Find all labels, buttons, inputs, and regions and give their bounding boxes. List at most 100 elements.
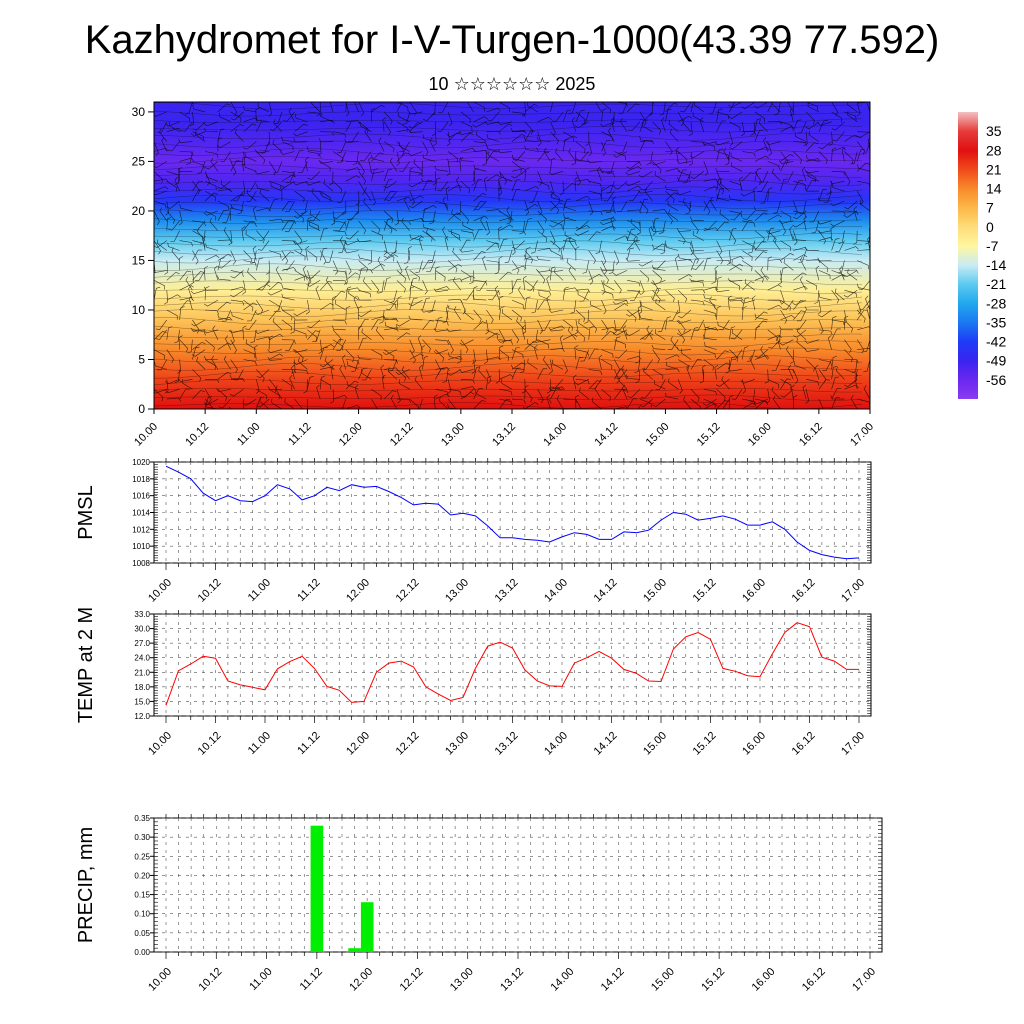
wind-barb — [676, 227, 692, 232]
wind-barb — [651, 264, 666, 271]
wind-barb — [460, 275, 476, 281]
wind-barb — [179, 284, 194, 291]
wind-barb — [357, 309, 372, 318]
wind-barb — [345, 349, 355, 363]
wind-barb — [614, 369, 620, 384]
wind-barb — [548, 327, 564, 332]
wind-barb — [268, 282, 283, 291]
wind-barb — [345, 230, 359, 240]
wind-barb — [484, 349, 488, 364]
wind-barb — [346, 380, 359, 390]
wind-barb — [154, 286, 161, 301]
wind-barb — [307, 171, 321, 180]
wind-barb — [217, 388, 228, 402]
wind-barb — [830, 395, 845, 400]
wind-barb — [562, 333, 578, 340]
wind-barb — [555, 148, 564, 162]
wind-barb — [408, 315, 423, 321]
wind-barb — [682, 118, 692, 132]
wind-barb — [766, 389, 771, 404]
wind-barb — [357, 354, 372, 360]
wind-barb — [728, 102, 743, 108]
wind-barb — [550, 102, 554, 112]
wind-barb — [271, 398, 283, 409]
wind-barb — [614, 250, 620, 265]
wind-barb — [332, 240, 348, 245]
wind-barb — [690, 299, 705, 306]
wind-barb — [192, 220, 206, 227]
wind-barb — [591, 397, 602, 409]
wind-barb — [600, 266, 615, 272]
y-tick-label: 33.0 — [134, 610, 150, 619]
wind-barb — [754, 398, 769, 406]
wind-barb — [524, 389, 533, 403]
wind-barb — [186, 151, 193, 165]
wind-barb — [511, 189, 521, 202]
wind-barb — [869, 408, 870, 409]
wind-barb — [230, 329, 235, 345]
wind-barb — [639, 111, 647, 126]
wind-barb — [409, 398, 420, 409]
wind-barb — [256, 299, 264, 314]
wind-barb — [626, 161, 641, 169]
wind-barb — [389, 290, 398, 303]
wind-barb — [702, 334, 717, 340]
isoline — [154, 194, 863, 202]
wind-barb — [511, 133, 526, 142]
wind-barb — [775, 329, 781, 344]
wind-barb — [537, 131, 542, 147]
wind-barb — [690, 258, 700, 271]
wind-barb — [473, 286, 478, 301]
wind-barb — [760, 266, 768, 281]
wind-barb — [537, 299, 549, 311]
wind-barb — [818, 237, 834, 241]
wind-barb — [856, 309, 866, 323]
wind-barb — [535, 338, 551, 343]
wind-barb — [447, 212, 461, 222]
wind-barb — [776, 335, 781, 350]
wind-barb — [818, 398, 824, 409]
wind-barb — [154, 361, 167, 370]
x-tick-label: 12.12 — [394, 577, 422, 605]
wind-barb — [422, 297, 431, 311]
wind-barb — [332, 260, 339, 275]
wind-barb — [486, 130, 501, 135]
wind-barb — [614, 339, 626, 349]
wind-barb — [452, 247, 462, 261]
wind-barb — [550, 240, 560, 253]
x-tick-label: 17.00 — [848, 421, 876, 449]
wind-barb — [255, 379, 260, 394]
wind-barb — [242, 280, 246, 295]
wind-barb — [716, 120, 726, 132]
wind-barb — [184, 102, 193, 115]
colorbar-label: 0 — [986, 219, 994, 235]
wind-barb — [530, 240, 538, 254]
wind-barb — [767, 227, 775, 241]
wind-barb — [716, 350, 729, 360]
wind-barb — [473, 150, 488, 155]
wind-barb — [678, 200, 692, 208]
wind-barb — [154, 310, 155, 312]
wind-barb — [511, 309, 522, 322]
wind-barb — [690, 327, 699, 340]
x-tick-label: 10.12 — [196, 577, 224, 605]
wind-barb — [432, 131, 437, 147]
wind-barb — [575, 195, 591, 202]
wind-barb — [753, 246, 768, 251]
wind-barb — [383, 218, 392, 231]
wind-barb — [328, 171, 334, 186]
y-axis-label: PRECIP, mm — [75, 827, 97, 943]
wind-barb — [749, 355, 756, 370]
wind-barb — [729, 263, 744, 271]
y-tick-label: 15 — [132, 253, 146, 267]
wind-barb — [614, 389, 626, 400]
wind-barb — [588, 200, 594, 216]
wind-barb — [460, 388, 474, 398]
wind-barb — [601, 319, 609, 334]
wind-barb — [205, 102, 206, 103]
wind-barb — [154, 388, 167, 394]
wind-barb — [754, 311, 768, 321]
wind-barb — [729, 297, 744, 302]
wind-barb — [613, 117, 628, 123]
wind-barb — [331, 210, 336, 226]
